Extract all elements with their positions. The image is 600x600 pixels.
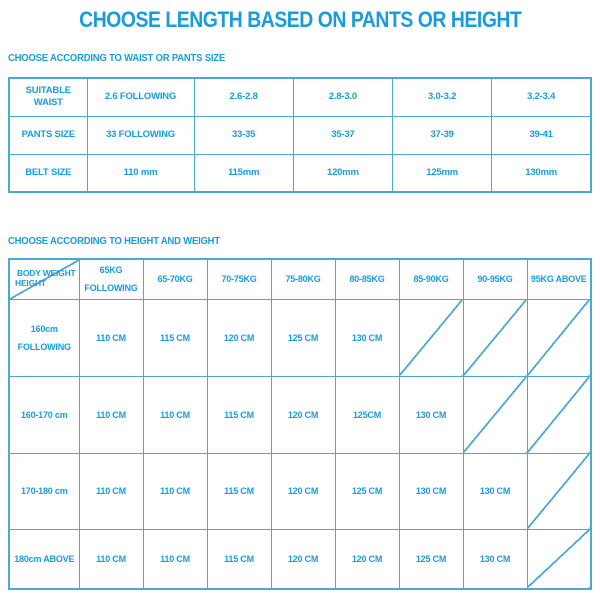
size-cell: 110 CM: [78, 528, 144, 590]
table-row: 160-170 cm 110 CM 110 CM 115 CM 120 CM 1…: [8, 375, 592, 454]
table-row: BELT SIZE 110 mm 115mm 120mm 125mm 130mm: [8, 153, 592, 193]
table-row: 160cm FOLLOWING 110 CM 115 CM 120 CM 125…: [8, 298, 592, 377]
belt-cell: 120mm: [292, 153, 394, 193]
belt-cell: 125mm: [391, 153, 493, 193]
corner-body-weight-label: BODY WEIGHT: [16, 268, 76, 278]
size-cell: 130 CM: [334, 298, 400, 377]
size-cell: 120 CM: [270, 528, 336, 590]
waist-cell: 2.6 FOLLOWING: [86, 77, 195, 117]
size-cell: 115 CM: [142, 298, 208, 377]
pants-cell: 33 FOLLOWING: [86, 115, 195, 155]
pants-cell: 37-39: [391, 115, 493, 155]
waist-cell: 2.6-2.8: [193, 77, 294, 117]
belt-cell: 130mm: [491, 153, 592, 193]
page-title-text: CHOOSE LENGTH BASED ON PANTS OR HEIGHT: [78, 7, 522, 32]
height-row-label: 180cm ABOVE: [8, 528, 80, 590]
size-cell: 115 CM: [206, 528, 272, 590]
size-cell: 120 CM: [206, 298, 272, 377]
crossed-cell: [462, 375, 528, 454]
size-cell: 125 CM: [334, 452, 400, 530]
corner-height-label: HEIGHT: [15, 277, 46, 288]
waist-cell: 3.0-3.2: [391, 77, 493, 117]
table-row: PANTS SIZE 33 FOLLOWING 33-35 35-37 37-3…: [8, 115, 592, 155]
crossed-cell: [462, 298, 528, 377]
weight-header-cell: 65KG FOLLOWING: [78, 258, 144, 300]
page-title: CHOOSE LENGTH BASED ON PANTS OR HEIGHT: [0, 7, 600, 33]
waist-cell: 3.2-3.4: [491, 77, 592, 117]
height-section-heading: CHOOSE ACCORDING TO HEIGHT AND WEIGHT: [8, 235, 220, 247]
size-cell: 125CM: [334, 375, 400, 454]
size-cell: 110 CM: [142, 452, 208, 530]
weight-header-cell: 65-70KG: [142, 258, 208, 300]
pants-cell: 33-35: [193, 115, 294, 155]
pants-cell: 39-41: [491, 115, 592, 155]
weight-header-cell: 85-90KG: [398, 258, 464, 300]
size-cell: 120 CM: [270, 375, 336, 454]
waist-pants-size-table: SUITABLE WAIST 2.6 FOLLOWING 2.6-2.8 2.8…: [8, 77, 592, 193]
header-row: BODY WEIGHT HEIGHT 65KG FOLLOWING 65-70K…: [8, 258, 592, 300]
weight-header-cell: 80-85KG: [334, 258, 400, 300]
size-cell: 115 CM: [206, 375, 272, 454]
crossed-cell: [526, 528, 592, 590]
size-cell: 110 CM: [142, 528, 208, 590]
waist-cell: 2.8-3.0: [292, 77, 394, 117]
height-row-label: 160cm FOLLOWING: [8, 298, 80, 377]
size-cell: 120 CM: [270, 452, 336, 530]
weight-header-cell: 75-80KG: [270, 258, 336, 300]
height-row-label: 160-170 cm: [8, 375, 80, 454]
table-row: 180cm ABOVE 110 CM 110 CM 115 CM 120 CM …: [8, 528, 592, 590]
weight-header-cell: 95KG ABOVE: [526, 258, 592, 300]
height-weight-size-table: BODY WEIGHT HEIGHT 65KG FOLLOWING 65-70K…: [8, 258, 592, 590]
crossed-cell: [398, 298, 464, 377]
waist-section-heading: CHOOSE ACCORDING TO WAIST OR PANTS SIZE: [8, 52, 225, 64]
belt-cell: 110 mm: [86, 153, 195, 193]
row-label-pants-size: PANTS SIZE: [8, 115, 88, 155]
size-cell: 125 CM: [398, 528, 464, 590]
corner-header-cell: BODY WEIGHT HEIGHT: [8, 258, 80, 300]
size-cell: 120 CM: [334, 528, 400, 590]
size-cell: 130 CM: [398, 452, 464, 530]
crossed-cell: [526, 298, 592, 377]
crossed-cell: [526, 375, 592, 454]
table-row: 170-180 cm 110 CM 110 CM 115 CM 120 CM 1…: [8, 452, 592, 530]
height-row-label: 170-180 cm: [8, 452, 80, 530]
size-cell: 130 CM: [462, 528, 528, 590]
size-cell: 125 CM: [270, 298, 336, 377]
crossed-cell: [526, 452, 592, 530]
weight-header-cell: 70-75KG: [206, 258, 272, 300]
size-cell: 130 CM: [398, 375, 464, 454]
belt-cell: 115mm: [193, 153, 294, 193]
row-label-belt-size: BELT SIZE: [8, 153, 88, 193]
size-cell: 110 CM: [142, 375, 208, 454]
pants-cell: 35-37: [292, 115, 394, 155]
row-label-suitable-waist: SUITABLE WAIST: [8, 77, 88, 117]
weight-header-cell: 90-95KG: [462, 258, 528, 300]
size-cell: 115 CM: [206, 452, 272, 530]
size-cell: 110 CM: [78, 452, 144, 530]
size-cell: 110 CM: [78, 375, 144, 454]
size-cell: 110 CM: [78, 298, 144, 377]
size-cell: 130 CM: [462, 452, 528, 530]
table-row: SUITABLE WAIST 2.6 FOLLOWING 2.6-2.8 2.8…: [8, 77, 592, 117]
